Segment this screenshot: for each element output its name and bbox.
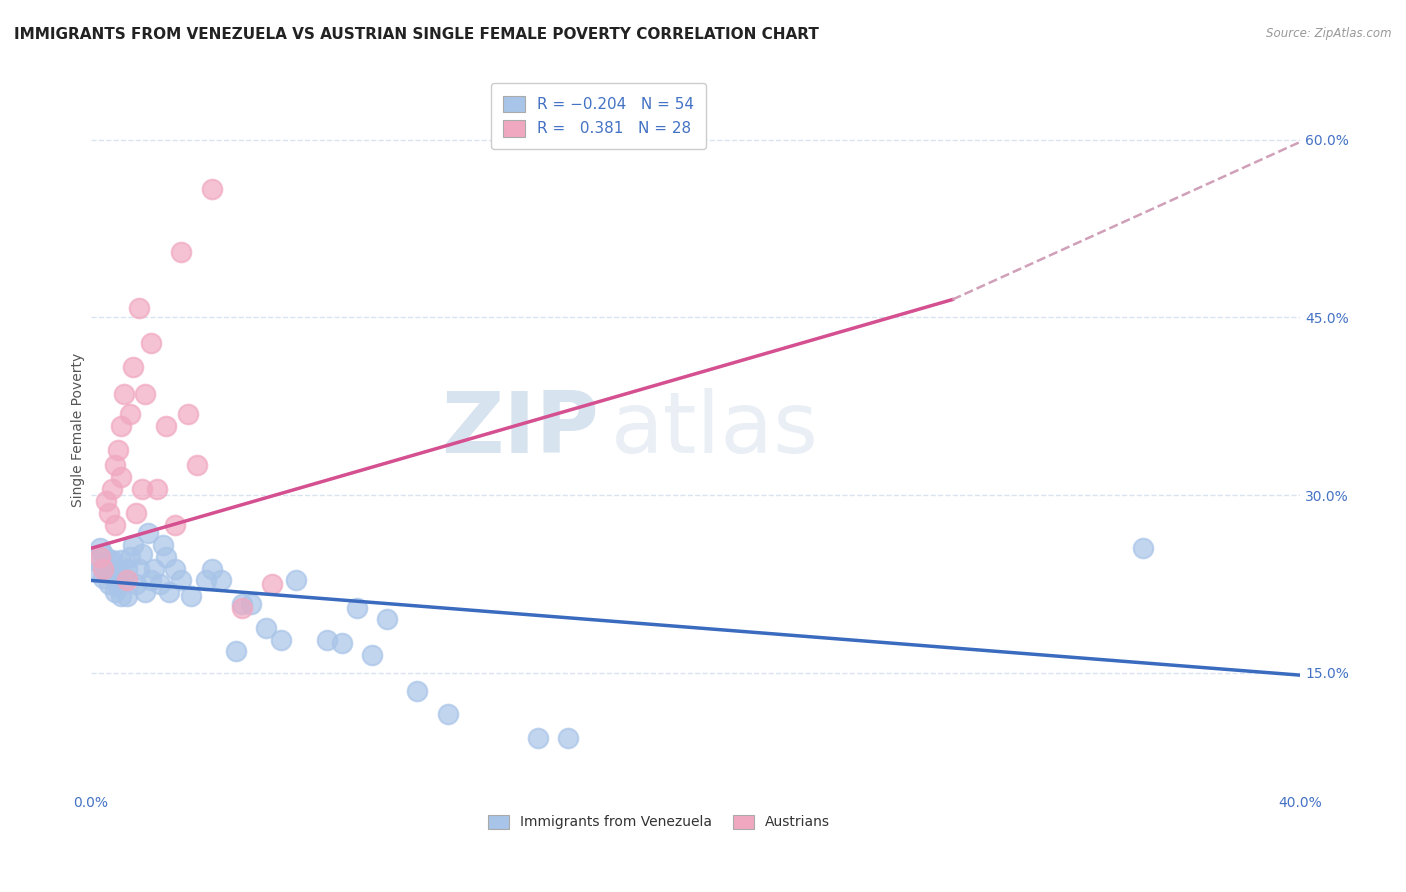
Point [165, 561, 187, 575]
Point [131, 482, 153, 496]
Point [231, 597, 253, 611]
Point [101, 482, 124, 496]
Point [201, 561, 224, 575]
Point [125, 577, 148, 591]
Point [128, 301, 150, 315]
Point [1132, 541, 1154, 556]
Point [94, 494, 117, 508]
Point [136, 526, 159, 541]
Point [104, 585, 127, 599]
Point [155, 419, 177, 434]
Point [176, 408, 198, 422]
Point [557, 731, 579, 745]
Point [315, 632, 337, 647]
Point [128, 561, 150, 575]
Point [180, 589, 202, 603]
Point [436, 707, 458, 722]
Point [83, 553, 105, 567]
Point [110, 470, 132, 484]
Point [285, 574, 308, 588]
Point [104, 574, 127, 588]
Point [122, 538, 145, 552]
Point [141, 574, 163, 588]
Point [131, 547, 153, 561]
Point [101, 565, 124, 579]
Point [91, 561, 114, 575]
Point [141, 336, 163, 351]
Point [97, 577, 120, 591]
Point [94, 565, 117, 579]
Point [125, 506, 148, 520]
Text: Source: ZipAtlas.com: Source: ZipAtlas.com [1267, 27, 1392, 40]
Point [165, 517, 187, 532]
Point [110, 589, 132, 603]
Point [115, 561, 138, 575]
Point [110, 419, 132, 434]
Point [89, 541, 111, 556]
Point [107, 443, 129, 458]
Point [97, 553, 120, 567]
Point [170, 574, 193, 588]
Point [201, 182, 224, 196]
Point [346, 600, 368, 615]
Point [254, 621, 277, 635]
Point [120, 408, 142, 422]
Point [262, 577, 284, 591]
Text: IMMIGRANTS FROM VENEZUELA VS AUSTRIAN SINGLE FEMALE POVERTY CORRELATION CHART: IMMIGRANTS FROM VENEZUELA VS AUSTRIAN SI… [14, 27, 818, 42]
Point [186, 458, 208, 473]
Point [112, 387, 135, 401]
Point [86, 565, 108, 579]
Point [107, 565, 129, 579]
Point [146, 482, 169, 496]
Point [120, 549, 142, 564]
Point [97, 506, 120, 520]
Point [231, 600, 253, 615]
Point [225, 644, 247, 658]
Point [240, 597, 263, 611]
Point [406, 683, 429, 698]
Point [170, 245, 193, 260]
Point [91, 547, 114, 561]
Point [375, 612, 398, 626]
Y-axis label: Single Female Poverty: Single Female Poverty [72, 352, 86, 507]
Point [107, 581, 129, 595]
Point [270, 632, 292, 647]
Point [330, 636, 353, 650]
Point [209, 574, 232, 588]
Point [89, 549, 111, 564]
Point [104, 517, 127, 532]
Point [110, 553, 132, 567]
Point [104, 458, 127, 473]
Point [155, 549, 177, 564]
Point [101, 553, 124, 567]
Point [143, 561, 166, 575]
Point [194, 574, 217, 588]
Point [157, 585, 180, 599]
Point [91, 571, 114, 585]
Point [134, 585, 156, 599]
Point [122, 360, 145, 375]
Legend: Immigrants from Venezuela, Austrians: Immigrants from Venezuela, Austrians [482, 809, 835, 835]
Point [527, 731, 550, 745]
Point [361, 648, 384, 662]
Text: ZIP: ZIP [441, 388, 599, 471]
Point [115, 589, 138, 603]
Text: atlas: atlas [610, 388, 818, 471]
Point [134, 387, 156, 401]
Point [115, 574, 138, 588]
Point [112, 574, 135, 588]
Point [152, 538, 174, 552]
Point [149, 577, 172, 591]
